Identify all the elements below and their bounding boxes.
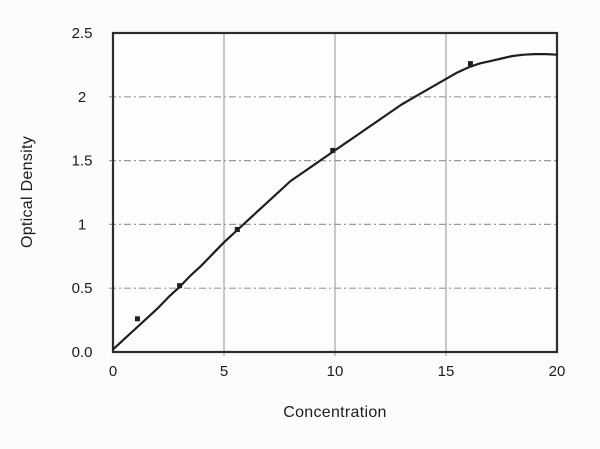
x-tick-label: 10: [327, 363, 344, 380]
y-tick-label: 0.0: [72, 344, 93, 361]
grid-layer: [109, 33, 557, 356]
y-tick-label: 2.5: [72, 25, 93, 42]
data-point-marker: [330, 147, 336, 153]
y-tick-label: 0.5: [72, 280, 93, 297]
data-point-marker: [134, 316, 140, 322]
x-tick-label: 15: [438, 363, 455, 380]
frame-layer: [111, 31, 559, 354]
y-tick-label: 1: [78, 216, 86, 233]
y-tick-label: 1.5: [72, 153, 93, 170]
y-tick-label: 2: [78, 89, 86, 106]
data-point-marker: [234, 227, 240, 233]
y-axis-title: Optical Density: [19, 135, 36, 249]
data-point-marker: [467, 61, 473, 67]
tick-labels-layer: 0 5 10 15 20 0.0 0.5 1 1.5 2 2.5: [72, 25, 566, 380]
x-tick-label: 0: [109, 363, 117, 380]
x-tick-label: 5: [220, 363, 228, 380]
points-layer: [134, 61, 473, 322]
x-axis-title: Concentration: [283, 404, 387, 421]
plot-frame: [111, 31, 559, 354]
data-point-marker: [177, 283, 183, 289]
x-tick-label: 20: [549, 363, 566, 380]
